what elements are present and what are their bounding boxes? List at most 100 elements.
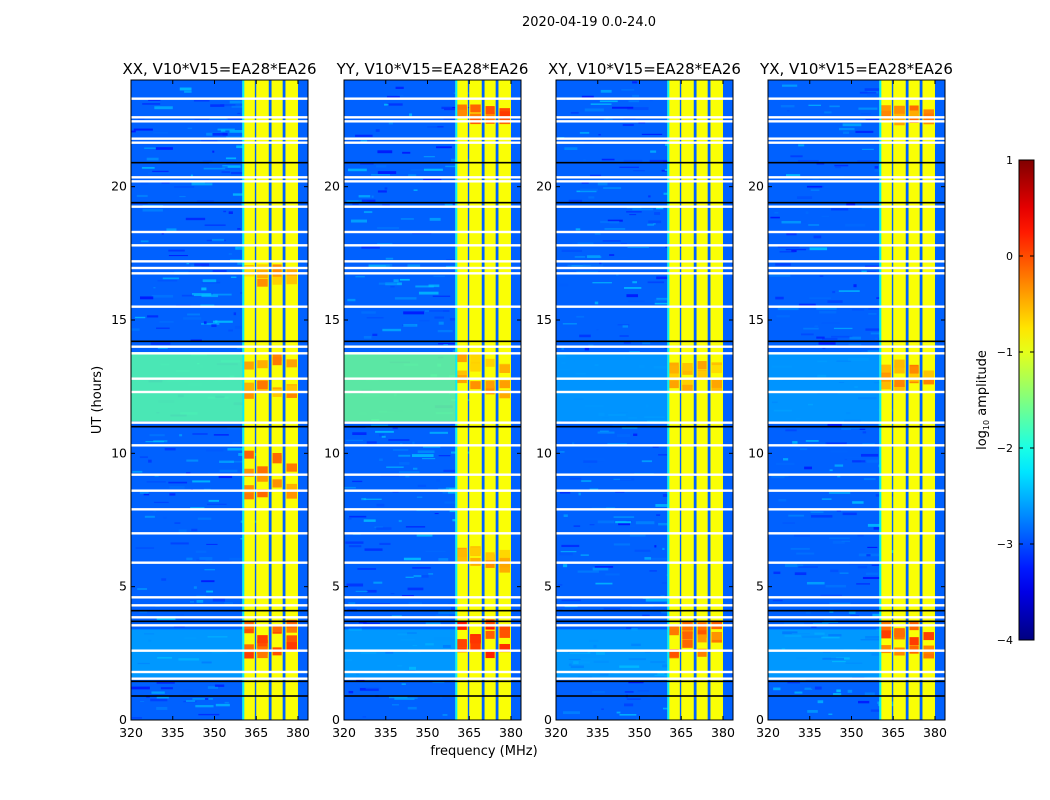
heatmap-noise-cell <box>401 683 406 685</box>
heatmap-noise-cell <box>796 552 815 555</box>
heatmap-noise-cell <box>201 287 207 291</box>
heatmap-noise-cell <box>589 488 599 491</box>
heatmap-noise-cell <box>346 583 364 587</box>
heatmap-noise-cell <box>783 458 789 461</box>
heatmap-noise-cell <box>862 576 883 580</box>
heatmap-noise-cell <box>624 287 642 289</box>
heatmap-noise-cell <box>616 434 631 438</box>
heatmap-noise-cell <box>838 290 860 292</box>
heatmap-noise-cell <box>592 567 609 571</box>
flagged-row <box>131 677 308 680</box>
heatmap-hot-spot <box>243 361 254 370</box>
flagged-row <box>768 116 945 119</box>
heatmap-noise-cell <box>388 121 393 125</box>
heatmap-hot-spot <box>485 650 495 659</box>
flagged-row <box>344 421 521 424</box>
heatmap-noise-cell <box>228 211 233 215</box>
heatmap-noise-cell <box>151 691 165 694</box>
heatmap-noise-cell <box>393 279 399 283</box>
flagged-row <box>131 444 308 447</box>
heatmap-noise-cell <box>373 581 383 584</box>
heatmap-noise-cell <box>137 588 148 590</box>
heatmap-hot-spot <box>697 370 707 379</box>
heatmap-noise-cell <box>388 439 410 441</box>
flagged-row <box>768 176 945 179</box>
heatmap-noise-cell <box>198 713 220 716</box>
heatmap-noise-cell <box>147 172 170 175</box>
heatmap-noise-cell <box>579 334 591 338</box>
heatmap-noise-cell <box>422 446 441 448</box>
heatmap-noise-cell <box>399 278 410 281</box>
flagged-row <box>131 272 308 275</box>
heatmap-noise-cell <box>153 132 169 134</box>
heatmap-hot-spot <box>909 105 919 114</box>
y-tick-label: 20 <box>536 179 552 194</box>
heatmap-noise-cell <box>385 264 393 267</box>
heatmap-noise-cell <box>642 614 650 618</box>
heatmap-noise-cell <box>626 698 641 700</box>
heatmap-hot-spot <box>682 639 693 648</box>
heatmap-noise-cell <box>179 195 186 198</box>
heatmap-noise-cell <box>813 235 822 239</box>
heatmap-noise-cell <box>212 150 215 153</box>
heatmap-noise-cell <box>588 465 591 468</box>
flagged-row <box>556 649 733 652</box>
heatmap-region-lowfreq <box>556 352 668 422</box>
heatmap-noise-cell <box>357 568 377 570</box>
heatmap-noise-cell <box>395 86 404 89</box>
heatmap-hot-spot <box>456 644 467 653</box>
heatmap-noise-cell <box>770 216 780 219</box>
flagged-row <box>344 141 521 144</box>
heatmap-noise-cell <box>144 515 155 518</box>
heatmap-noise-cell <box>347 168 367 172</box>
heatmap-column-edge <box>879 80 882 720</box>
heatmap-noise-cell <box>797 159 819 162</box>
heatmap-noise-cell <box>412 441 415 444</box>
heatmap-noise-cell <box>584 458 605 462</box>
heatmap-rfi-column <box>681 80 694 720</box>
heatmap-noise-cell <box>164 447 176 451</box>
heatmap-noise-cell <box>561 599 581 602</box>
heatmap-noise-cell <box>156 706 168 710</box>
flagged-row <box>556 266 733 270</box>
y-tick-label: 10 <box>536 445 552 460</box>
panel-xx: XX, V10*V15=EA28*EA26 320 335 350 365 380 0 5 10… <box>111 60 316 740</box>
heatmap-noise-cell <box>377 243 393 245</box>
heatmap-noise-cell <box>616 711 621 714</box>
heatmap-noise-cell <box>378 282 398 285</box>
flagged-row <box>344 305 521 308</box>
flagged-row <box>556 116 733 119</box>
heatmap-hot-spot <box>880 645 891 654</box>
heatmap-noise-cell <box>582 264 604 267</box>
heatmap-noise-cell <box>825 584 847 588</box>
panel-frame <box>767 79 946 721</box>
panel-frame <box>555 79 734 721</box>
heatmap-noise-cell <box>563 711 580 715</box>
heatmap-noise-cell <box>425 550 446 552</box>
heatmap-noise-cell <box>617 257 628 259</box>
flagged-row <box>344 116 521 119</box>
heatmap-noise-cell <box>434 316 445 319</box>
flagged-row <box>131 116 308 119</box>
heatmap-noise-cell <box>379 458 383 462</box>
heatmap-noise-cell <box>817 700 824 704</box>
heatmap-noise-cell <box>375 430 394 433</box>
zero-row <box>556 340 733 343</box>
heatmap-noise-cell <box>368 264 390 268</box>
heatmap-noise-cell <box>836 689 841 693</box>
heatmap-noise-cell <box>624 691 634 693</box>
flagged-row <box>131 205 308 208</box>
heatmap-noise-cell <box>215 703 230 707</box>
heatmap-noise-cell <box>153 501 169 504</box>
heatmap-noise-cell <box>627 107 649 111</box>
heatmap-noise-cell <box>139 610 148 614</box>
heatmap-hot-spot <box>485 358 495 367</box>
flagged-row <box>131 649 308 652</box>
heatmap-noise-cell <box>578 492 581 496</box>
heatmap-noise-cell <box>139 296 154 300</box>
heatmap-noise-cell <box>183 317 202 320</box>
heatmap-noise-cell <box>567 264 586 267</box>
heatmap-noise-cell <box>602 277 609 281</box>
flagged-row <box>131 616 308 619</box>
heatmap-noise-cell <box>222 165 241 168</box>
